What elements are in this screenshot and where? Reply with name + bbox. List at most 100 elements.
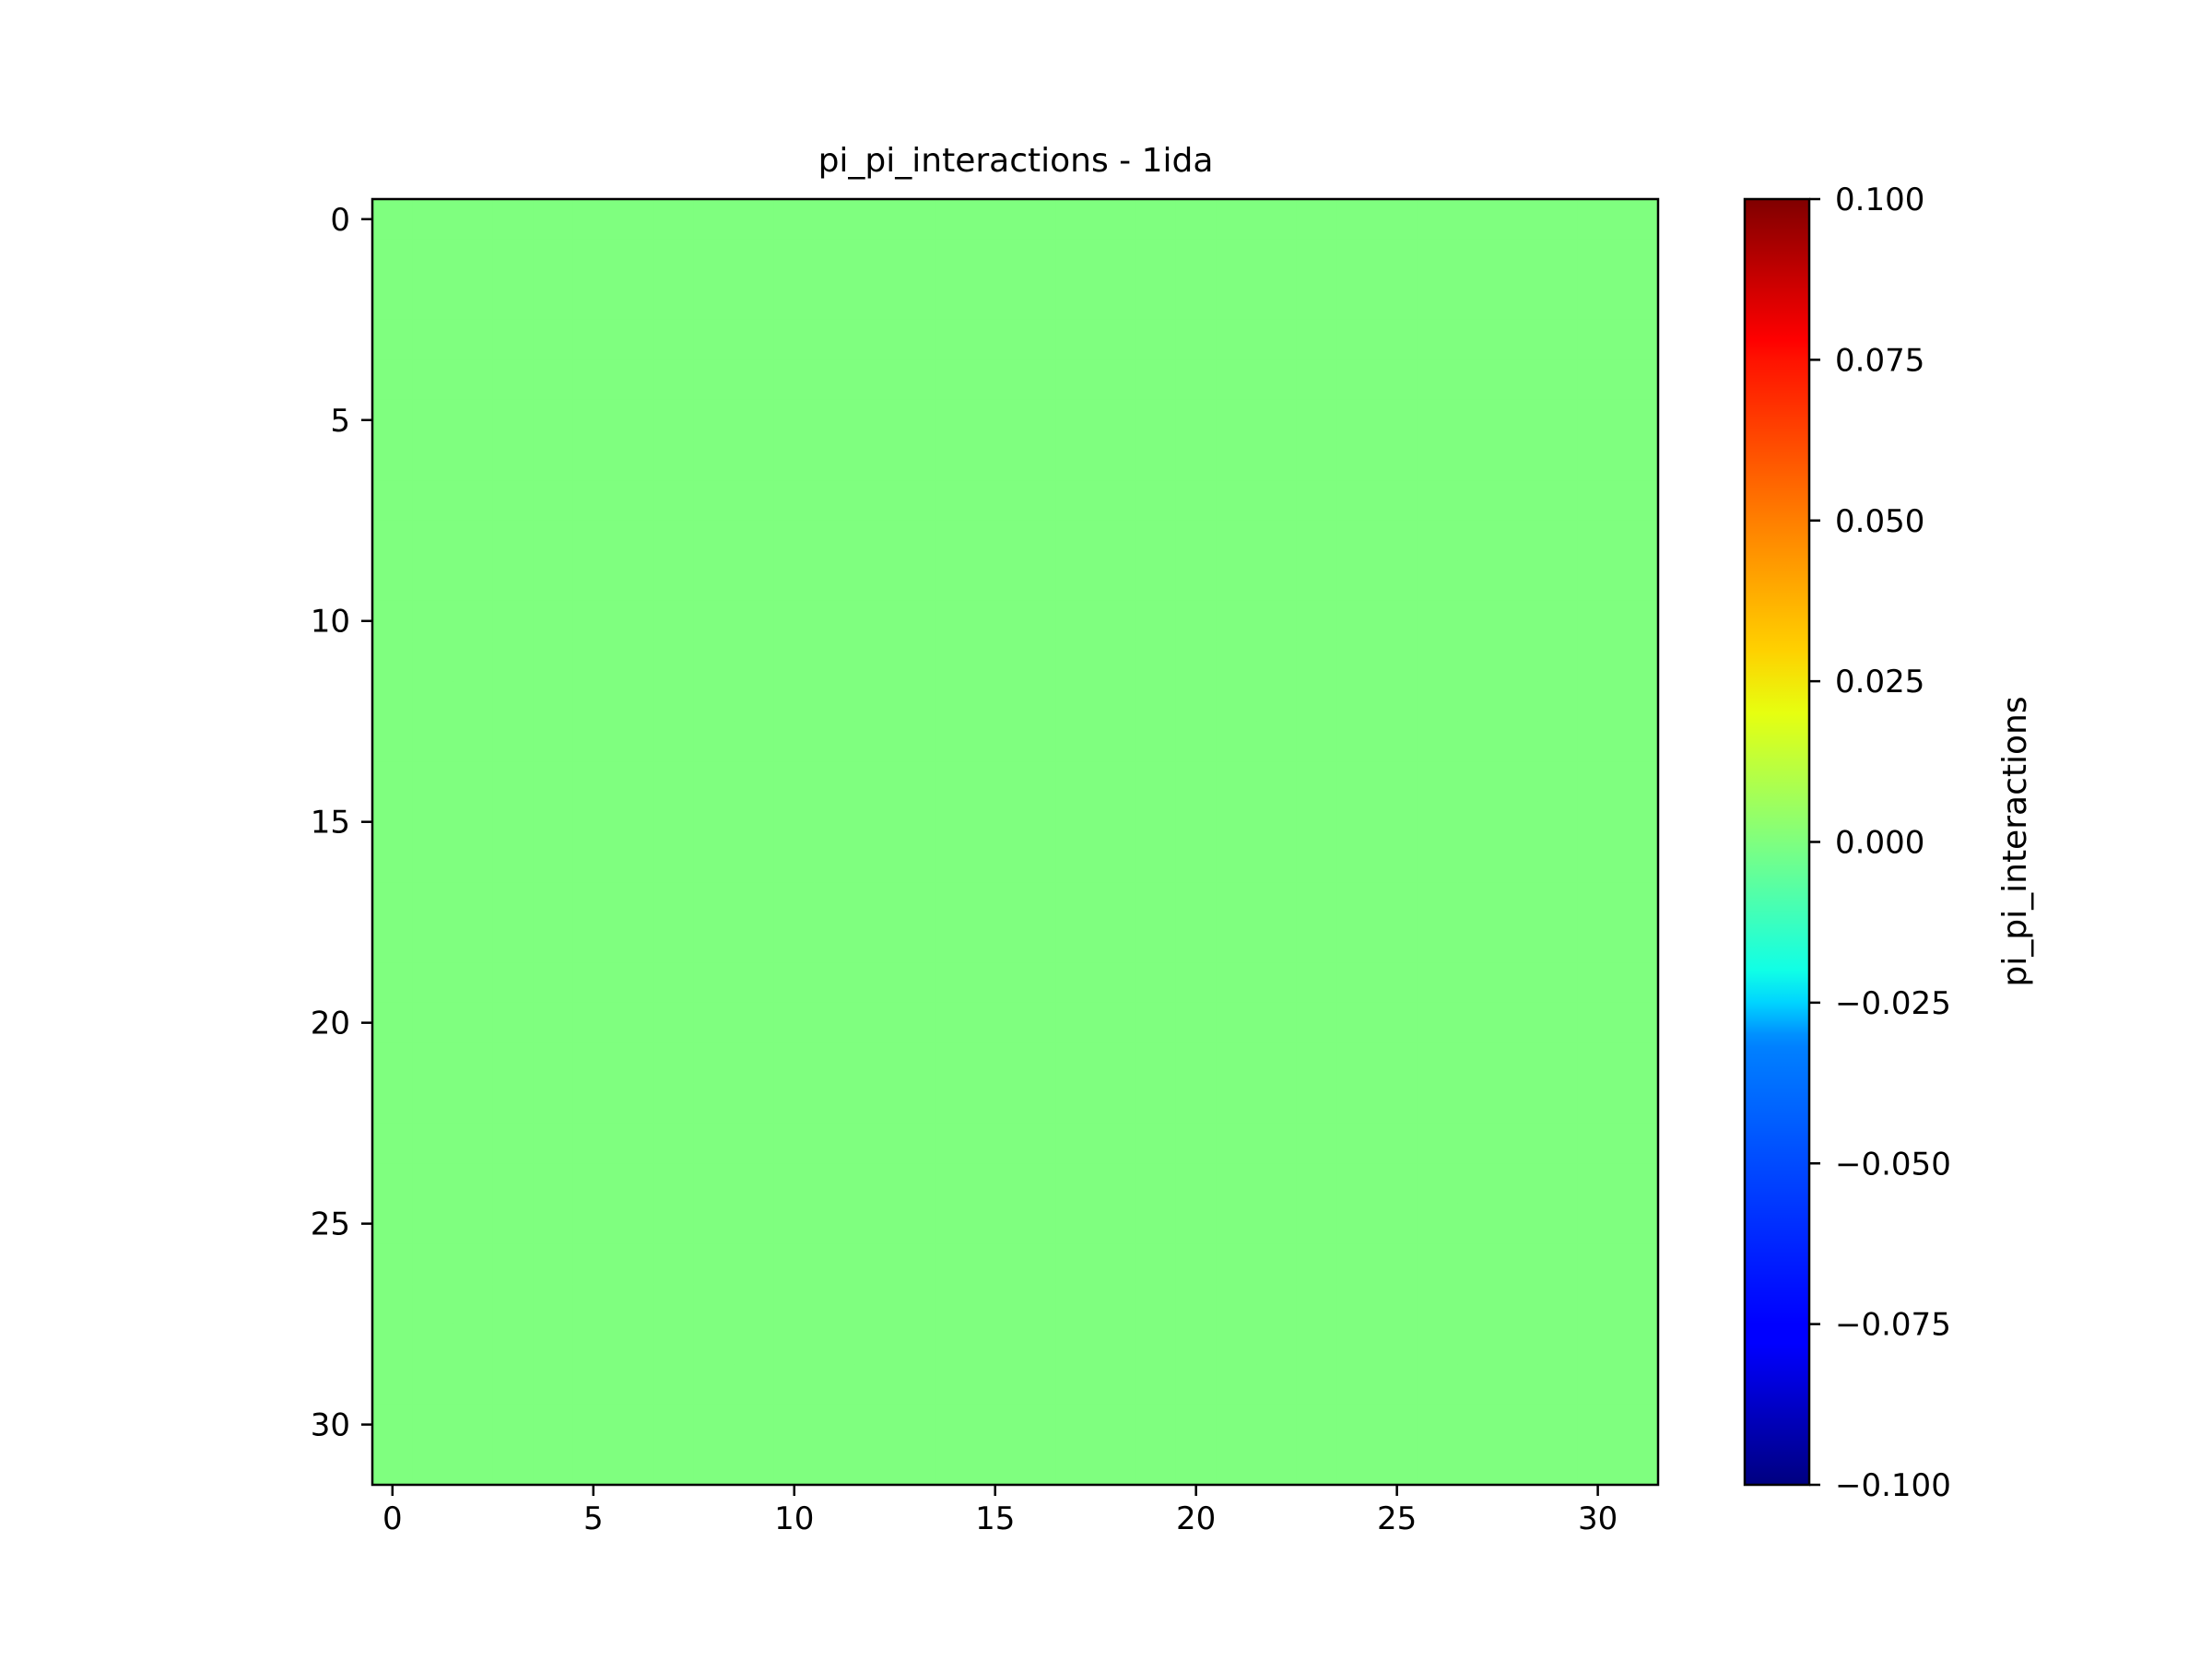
heatmap-cell	[773, 1324, 816, 1365]
heatmap-cell	[935, 641, 976, 682]
heatmap-cell	[1175, 1002, 1218, 1044]
plot-frame	[371, 197, 1660, 1487]
heatmap-cell	[492, 962, 534, 1004]
heatmap-cell	[1216, 560, 1257, 602]
heatmap-cell	[653, 1444, 695, 1486]
heatmap-cell	[613, 1444, 654, 1486]
heatmap-cell	[1577, 600, 1618, 642]
heatmap-cell	[653, 922, 695, 963]
heatmap-cell	[1296, 1203, 1337, 1245]
heatmap-cell	[734, 681, 775, 723]
heatmap-cell	[1256, 1324, 1298, 1365]
heatmap-cell	[1296, 600, 1337, 642]
heatmap-cell	[492, 239, 534, 280]
heatmap-cell	[1497, 1083, 1538, 1124]
heatmap-cell	[1417, 480, 1458, 522]
heatmap-cell	[693, 239, 735, 280]
heatmap-cell	[734, 1163, 775, 1205]
heatmap-cell	[492, 520, 534, 561]
heatmap-cell	[1216, 1123, 1257, 1164]
heatmap-cell	[1336, 520, 1378, 561]
heatmap-cell	[1457, 520, 1499, 561]
heatmap-cell	[1457, 1123, 1499, 1164]
heatmap-cell	[1577, 440, 1618, 481]
heatmap-cell	[1256, 359, 1298, 401]
heatmap-cell	[854, 279, 896, 321]
heatmap-cell	[453, 882, 494, 924]
x-tick-label: 30	[1578, 1500, 1618, 1537]
heatmap-cell	[1055, 279, 1097, 321]
heatmap-cell	[372, 1243, 414, 1285]
heatmap-cell	[1015, 600, 1056, 642]
heatmap-cell	[974, 761, 1017, 803]
x-tick-label: 10	[774, 1500, 814, 1537]
heatmap-cell	[734, 319, 775, 360]
heatmap-cell	[1175, 199, 1218, 241]
heatmap-cell	[1095, 600, 1136, 642]
heatmap-cell	[453, 841, 494, 883]
heatmap-cell	[653, 801, 695, 843]
heatmap-cell	[1175, 841, 1218, 883]
heatmap-cell	[653, 882, 695, 924]
heatmap-cell	[1577, 1163, 1618, 1205]
heatmap-cell	[1376, 560, 1418, 602]
heatmap-cell	[372, 279, 414, 321]
heatmap-cell	[1135, 1083, 1177, 1124]
heatmap-cell	[1135, 279, 1177, 321]
heatmap-cell	[734, 1123, 775, 1164]
heatmap-cell	[1216, 319, 1257, 360]
heatmap-cell	[1336, 1123, 1378, 1164]
heatmap-cell	[693, 641, 735, 682]
heatmap-cell	[854, 1002, 896, 1044]
heatmap-cell	[1095, 1364, 1136, 1406]
heatmap-cell	[1055, 1444, 1097, 1486]
heatmap-cell	[1296, 841, 1337, 883]
heatmap-cell	[1497, 962, 1538, 1004]
heatmap-cell	[894, 319, 935, 360]
heatmap-cell	[693, 1083, 735, 1124]
heatmap-cell	[814, 1123, 855, 1164]
heatmap-cell	[1497, 1404, 1538, 1445]
heatmap-cell	[533, 239, 574, 280]
heatmap-cell	[814, 1284, 855, 1325]
heatmap-cell	[1216, 359, 1257, 401]
heatmap-cell	[572, 882, 615, 924]
heatmap-cell	[734, 1284, 775, 1325]
heatmap-cell	[1457, 1042, 1499, 1084]
heatmap-cell	[653, 681, 695, 723]
heatmap-cell	[1618, 1002, 1659, 1044]
heatmap-cell	[974, 199, 1017, 241]
heatmap-cell	[1537, 359, 1579, 401]
heatmap-cell	[653, 239, 695, 280]
heatmap-cell	[613, 239, 654, 280]
heatmap-cell	[1216, 480, 1257, 522]
heatmap-cell	[1055, 1002, 1097, 1044]
heatmap-cell	[1577, 1444, 1618, 1486]
heatmap-cell	[1577, 1243, 1618, 1285]
heatmap-cell	[734, 560, 775, 602]
heatmap-cell	[412, 199, 453, 241]
heatmap-cell	[1618, 319, 1659, 360]
heatmap-cell	[1618, 721, 1659, 762]
heatmap-cell	[1497, 480, 1538, 522]
heatmap-cell	[372, 1042, 414, 1084]
heatmap-cell	[1457, 1163, 1499, 1205]
heatmap-cell	[1577, 560, 1618, 602]
heatmap-cell	[1577, 641, 1618, 682]
heatmap-cell	[1095, 239, 1136, 280]
heatmap-cell	[1055, 1284, 1097, 1325]
heatmap-cell	[693, 1163, 735, 1205]
heatmap-cell	[1618, 922, 1659, 963]
heatmap-cell	[1417, 841, 1458, 883]
heatmap-cell	[1417, 1042, 1458, 1084]
heatmap-cell	[492, 1243, 534, 1285]
heatmap-cell	[693, 721, 735, 762]
heatmap-cell	[1457, 480, 1499, 522]
heatmap-cell	[453, 1163, 494, 1205]
heatmap-cell	[1175, 399, 1218, 441]
heatmap-cell	[1135, 1123, 1177, 1164]
colorbar-tick-label: −0.075	[1835, 1307, 1951, 1344]
heatmap-cell	[1095, 480, 1136, 522]
heatmap-cell	[693, 1123, 735, 1164]
heatmap-cell	[1296, 520, 1337, 561]
